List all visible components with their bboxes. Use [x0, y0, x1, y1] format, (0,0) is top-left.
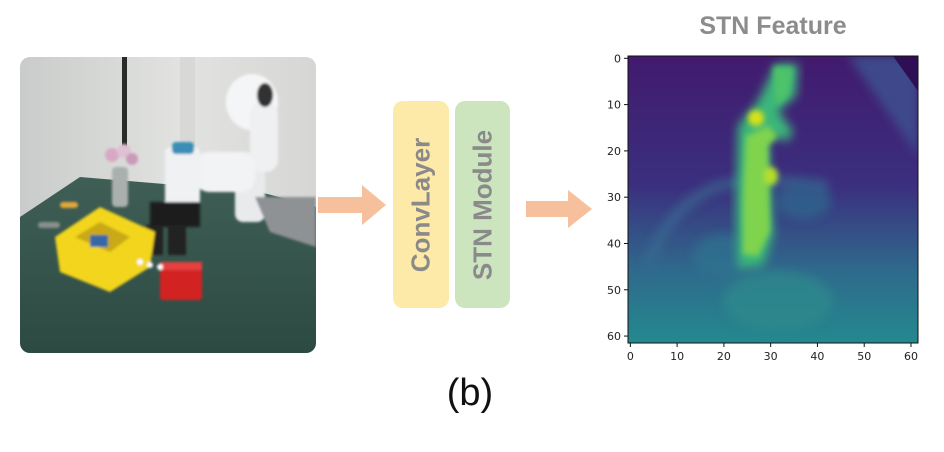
feature-map-title: STN Feature [699, 12, 847, 40]
x-tick-label: 30 [764, 350, 778, 363]
x-tick-label: 0 [627, 350, 634, 363]
arrow-right-icon [526, 190, 592, 228]
x-axis-ticks: 0 10 20 30 40 50 60 [627, 343, 918, 363]
x-tick-label: 20 [717, 350, 731, 363]
stn-feature-heatmap [628, 56, 918, 343]
y-tick-label: 40 [607, 237, 621, 250]
robot-scene-image [20, 57, 316, 353]
y-tick-label: 10 [607, 99, 621, 112]
arrow-right-icon [318, 185, 386, 225]
x-tick-label: 10 [670, 350, 684, 363]
y-axis-ticks: 0 10 20 30 40 50 60 [607, 52, 628, 343]
y-tick-label: 0 [614, 52, 621, 65]
figure-caption: (b) [446, 372, 494, 414]
stn-module-label: STN Module [467, 129, 497, 280]
y-tick-label: 20 [607, 145, 621, 158]
x-tick-label: 40 [810, 350, 824, 363]
heatmap-axes: 0 10 20 30 40 50 60 0 10 20 30 40 50 60 [607, 52, 919, 363]
x-tick-label: 50 [857, 350, 871, 363]
x-tick-label: 60 [904, 350, 918, 363]
y-tick-label: 50 [607, 284, 621, 297]
stn-module-block: STN Module [455, 101, 510, 308]
y-tick-label: 60 [607, 330, 621, 343]
convlayer-label: ConvLayer [405, 137, 436, 272]
y-tick-label: 30 [607, 191, 621, 204]
convlayer-block: ConvLayer [393, 101, 449, 308]
